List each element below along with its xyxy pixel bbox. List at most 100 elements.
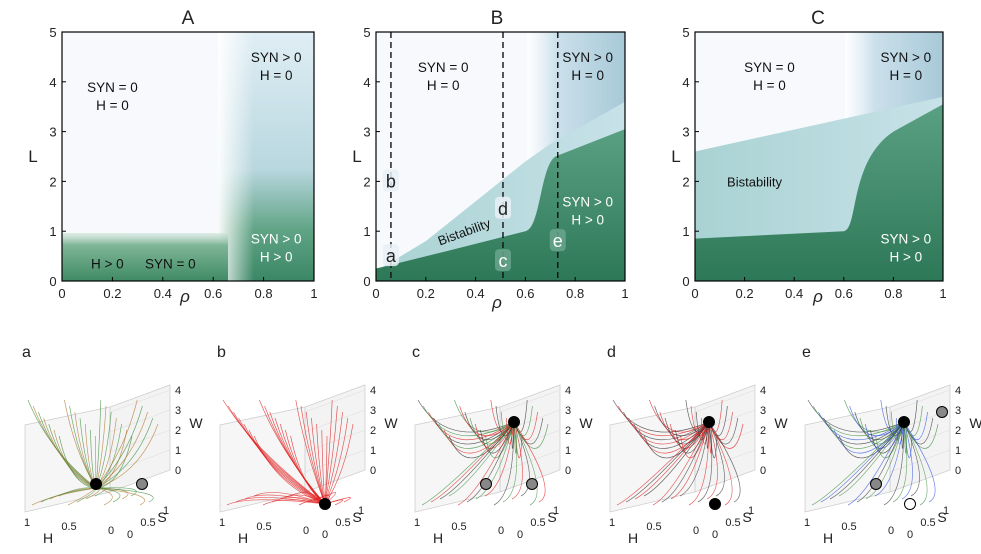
s-axis-label: S <box>157 509 166 525</box>
h-tick-label: 0 <box>888 525 894 537</box>
w-tick-label: 1 <box>370 445 376 457</box>
h-tick-label: 0 <box>303 525 309 537</box>
grid-line <box>304 449 366 473</box>
trajectory <box>903 421 936 503</box>
y-tick-label: 5 <box>682 25 689 40</box>
x-tick-label: 0.8 <box>884 286 902 301</box>
w-axis-label: W <box>189 415 203 431</box>
x-ticks: 0 0.2 0.4 0.6 0.8 1 <box>58 277 318 301</box>
s-tick-label: 0.5 <box>920 517 935 529</box>
fixed-point-unstable <box>904 498 916 510</box>
trajectory <box>874 421 905 497</box>
w-tick-label: 0 <box>370 465 376 477</box>
portrait-label: b <box>217 344 226 361</box>
point-label-pt-a: a <box>386 246 397 266</box>
w-tick-label: 4 <box>370 385 376 397</box>
dashed-lines <box>390 32 559 281</box>
grid-line <box>304 389 366 413</box>
portrait-label: a <box>22 344 31 361</box>
fixed-point-stable <box>709 498 721 510</box>
trajectory <box>864 421 905 449</box>
trajectory <box>612 399 710 433</box>
trajectory <box>875 421 905 459</box>
trajectory <box>262 499 326 506</box>
fixed-point-stable <box>703 416 715 428</box>
h-tick-label: 0.5 <box>451 521 466 533</box>
trajectory <box>454 399 515 433</box>
s-axis-label: S <box>742 509 751 525</box>
grid-line <box>304 429 366 453</box>
trajectory <box>421 421 515 506</box>
fixed-point-stable <box>90 478 102 490</box>
trajectory <box>856 421 905 503</box>
w-axis-label: W <box>774 415 788 431</box>
w-tick-label: 4 <box>565 385 571 397</box>
trajectory <box>634 421 710 500</box>
trajectory <box>625 421 710 503</box>
trajectory <box>233 411 326 505</box>
trajectory <box>623 411 710 441</box>
fixed-point-stable <box>319 498 331 510</box>
trajectory <box>679 421 710 497</box>
w-tick-label: 4 <box>175 385 181 397</box>
w-tick-label: 1 <box>955 445 961 457</box>
x-tick-label: 0 <box>58 286 65 301</box>
point-label-pt-d: d <box>498 199 508 219</box>
x-tick-label: 1 <box>621 286 628 301</box>
y-tick-label: 3 <box>49 125 56 140</box>
x-tick-label: 0.2 <box>736 286 754 301</box>
x-tick-label: 0 <box>372 286 379 301</box>
point-label-pt-b: b <box>386 171 396 191</box>
trajectory <box>812 405 905 436</box>
trajectory <box>448 421 515 497</box>
region-label-c-bist: Bistability <box>727 174 782 189</box>
w-tick-label: 1 <box>175 445 181 457</box>
grid-line <box>694 429 756 453</box>
trajectory <box>222 399 326 505</box>
x-tick-label: 1 <box>310 286 317 301</box>
trajectory <box>708 421 713 454</box>
y-tick-label: 2 <box>363 174 370 189</box>
y-tick-label: 0 <box>682 274 689 289</box>
trajectory <box>324 497 352 505</box>
s-tick-label: 1 <box>358 505 364 517</box>
trajectory <box>475 421 515 500</box>
trajectory <box>95 487 154 503</box>
y-tick-label: 3 <box>363 125 370 140</box>
trajectory <box>697 421 713 503</box>
trajectory <box>829 421 905 500</box>
marked-points: a b c d e <box>382 169 566 272</box>
trajectory <box>474 421 515 449</box>
trajectory <box>883 421 905 506</box>
trajectory <box>244 494 326 505</box>
trajectory <box>484 421 515 497</box>
h-axis-label: H <box>628 530 638 546</box>
w-tick-label: 2 <box>760 425 766 437</box>
trajectory <box>49 487 97 500</box>
trajectory <box>513 421 530 497</box>
w-tick-label: 2 <box>565 425 571 437</box>
s-tick-label: 0 <box>907 529 913 541</box>
point-label-pt-c: c <box>498 251 507 271</box>
trajectory <box>417 399 515 433</box>
portrait-label: c <box>412 344 420 361</box>
region-label-a-syn0: SYN = 0 <box>145 257 196 272</box>
h-axis-label: H <box>823 530 833 546</box>
trajectory <box>95 487 113 506</box>
trajectory <box>493 421 515 506</box>
y-tick-label: 1 <box>49 224 56 239</box>
y-tick-label: 4 <box>682 75 689 90</box>
trajectory <box>428 411 515 441</box>
portrait-label: e <box>802 344 811 361</box>
y-tick-label: 5 <box>49 25 56 40</box>
trajectory <box>652 421 710 506</box>
grid-line <box>499 429 561 453</box>
